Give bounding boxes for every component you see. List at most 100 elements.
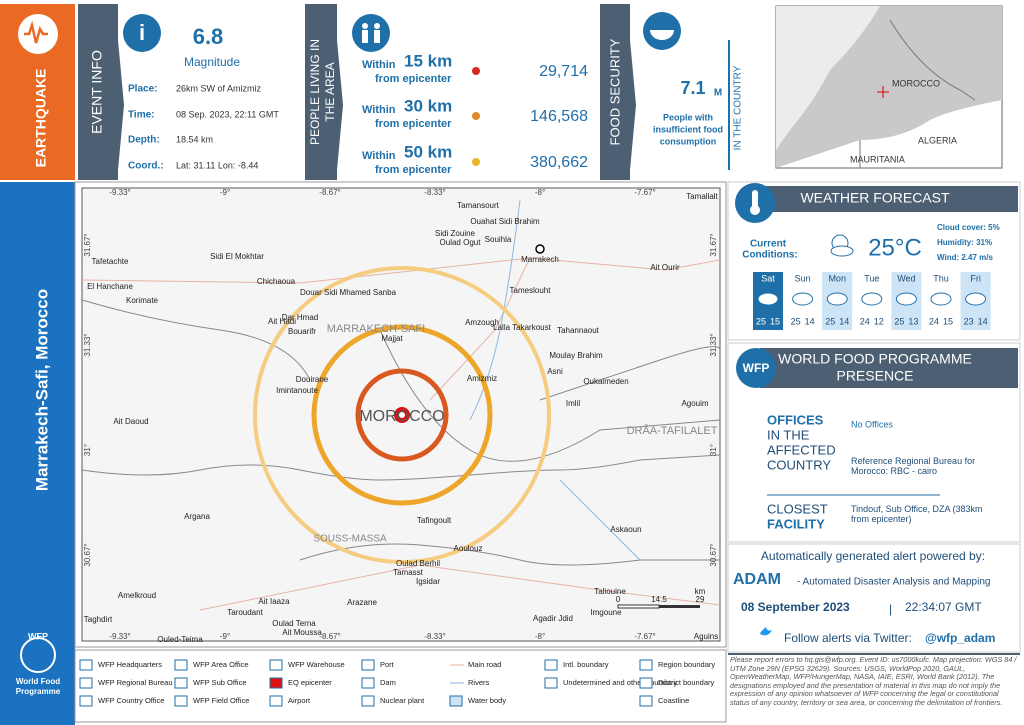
- weather-icon: [792, 292, 814, 306]
- offices-label: COUNTRY: [767, 457, 831, 472]
- presence-title: PRESENCE: [836, 368, 913, 384]
- offices-label: IN THE: [767, 427, 810, 442]
- place-label: Imlil: [566, 399, 580, 408]
- place-label: Aoulouz: [454, 544, 483, 553]
- legend-symbol: [79, 677, 93, 689]
- place-label: Bouarifr: [288, 327, 316, 336]
- distance: 15 km: [404, 51, 452, 70]
- time: 08 Sep. 2023, 22:11 GMT: [176, 109, 279, 119]
- place-label: Tafingoult: [417, 516, 452, 525]
- time-label: Time:: [128, 110, 155, 121]
- event-info-label: EVENT INFO: [89, 50, 105, 134]
- closest: Tindouf, Sub Office, DZA (383km from epi…: [851, 504, 983, 524]
- logo: WFP: [28, 631, 48, 641]
- food-caption: consumption: [660, 136, 717, 146]
- scale-label: 14.5: [651, 595, 667, 604]
- temperature: 25°C: [868, 234, 922, 261]
- offices-label: OFFICES: [767, 412, 824, 427]
- legend-label: WFP Area Office: [193, 660, 249, 669]
- legend-symbol: [449, 695, 463, 707]
- closest-label: FACILITY: [767, 516, 825, 531]
- lat-tick: 31.67°: [83, 233, 92, 256]
- legend-symbol: [639, 695, 653, 707]
- legend-symbol: [639, 677, 653, 689]
- day-low: 14: [839, 316, 849, 326]
- legend-symbol: [544, 677, 558, 689]
- lat-tick: 30.67°: [83, 543, 92, 566]
- lon-tick: -8.33°: [424, 188, 445, 197]
- twitter-handle[interactable]: @wfp_adam: [925, 631, 995, 645]
- legend-symbol: [639, 659, 653, 671]
- place-label: Tahannaout: [557, 326, 600, 335]
- day-name: Mon: [828, 273, 846, 283]
- population-count: 29,714: [539, 63, 588, 80]
- inset-label: MOROCCO: [892, 78, 940, 88]
- legend-label: WFP Headquarters: [98, 660, 162, 669]
- legend-label: Undetermined and other boundary: [563, 678, 677, 687]
- day-high: 24: [929, 316, 939, 326]
- lat-tick: 31°: [709, 444, 718, 456]
- legend-symbol: [269, 659, 283, 671]
- bureau: Reference Regional Bureau for Morocco: R…: [851, 456, 976, 476]
- legend-label: Coastline: [658, 696, 689, 705]
- population-label: PEOPLE LIVING IN: [308, 39, 322, 145]
- food-value: 7.1: [680, 78, 705, 98]
- offices-label: AFFECTED: [767, 442, 836, 457]
- legend-label: WFP Regional Bureau: [98, 678, 172, 687]
- weather-icon: [965, 292, 987, 306]
- scale-label: km: [695, 587, 706, 596]
- place-label: Aguins: [694, 632, 718, 641]
- cloud: Cloud cover: 5%: [937, 223, 1000, 232]
- lon-tick: -9°: [220, 632, 230, 641]
- place-label: Arazane: [347, 598, 377, 607]
- place-label: Marrakech: [521, 255, 559, 264]
- magnitude: 6.8: [193, 24, 224, 49]
- adam-intro: Automatically generated alert powered by…: [761, 549, 985, 563]
- legend-symbol: [361, 677, 375, 689]
- lon-tick: -9.33°: [109, 188, 130, 197]
- coord: Lat: 31.11 Lon: -8.44: [176, 160, 258, 170]
- day-high: 25: [756, 316, 766, 326]
- presence-title: WORLD FOOD PROGRAMME: [778, 351, 972, 367]
- weather-icon: [826, 292, 848, 306]
- region-label: MOROCCO: [359, 408, 444, 425]
- place-label: Sidi El Mokhtar: [210, 252, 264, 261]
- coord-label: Coord.:: [128, 161, 164, 172]
- place-label: Douar Sidi Mhamed Sanba: [300, 288, 397, 297]
- day-name: Sun: [795, 273, 811, 283]
- day-high: 25: [825, 316, 835, 326]
- lat-tick: 30.67°: [709, 543, 718, 566]
- place: 26km SW of Amizmiz: [176, 83, 262, 93]
- place-label: Oulad Berhil: [396, 559, 440, 568]
- place-label: Amelkroud: [118, 591, 156, 600]
- twitter[interactable]: Follow alerts via Twitter:: [784, 631, 912, 645]
- wind: Wind: 2.47 m/s: [937, 253, 993, 262]
- closest-label: CLOSEST: [767, 501, 828, 516]
- day-name: Tue: [864, 273, 879, 283]
- place-label: Ait Daoud: [113, 417, 148, 426]
- within: Within: [362, 150, 396, 162]
- food-unit: M: [714, 88, 722, 99]
- weather-icon: [930, 292, 952, 306]
- from-epicenter: from epicenter: [375, 73, 452, 85]
- legend-label: Region boundary: [658, 660, 715, 669]
- place-label: Igsidar: [416, 577, 440, 586]
- place-label: Sidi Zouine: [435, 229, 476, 238]
- legend-symbol: [269, 695, 283, 707]
- legend-symbol: [174, 659, 188, 671]
- ring-dot: [472, 112, 480, 120]
- from-epicenter: from epicenter: [375, 164, 452, 176]
- legend-label: Main road: [468, 660, 501, 669]
- legend-label: Water body: [468, 696, 506, 705]
- lat-tick: 31.33°: [709, 333, 718, 356]
- place-label: Ouahat Sidi Brahim: [470, 217, 540, 226]
- lon-tick: -8.67°: [319, 188, 340, 197]
- place-label: Imgoune: [590, 608, 622, 617]
- day-low: 14: [805, 316, 815, 326]
- place-label: Oulad Terna: [272, 619, 316, 628]
- legend-label: District boundary: [658, 678, 715, 687]
- place-label: Taliouine: [594, 587, 626, 596]
- ring-dot: [472, 158, 480, 166]
- disclaimer: Please report errors to hq.gis@wfp.org. …: [730, 655, 1017, 707]
